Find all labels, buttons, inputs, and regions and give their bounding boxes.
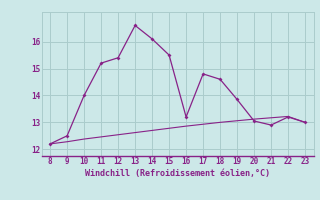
- X-axis label: Windchill (Refroidissement éolien,°C): Windchill (Refroidissement éolien,°C): [85, 169, 270, 178]
